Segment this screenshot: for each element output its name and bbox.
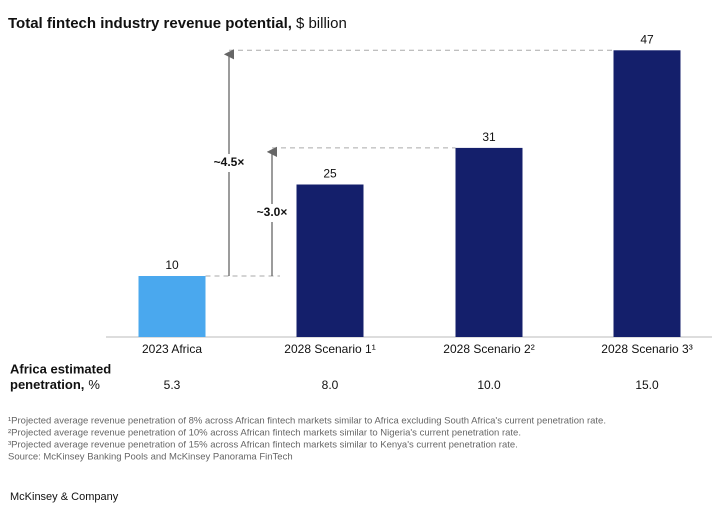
penetration-value: 15.0 <box>635 378 659 392</box>
footnote: ³Projected average revenue penetration o… <box>8 440 518 451</box>
bar <box>455 147 523 337</box>
bar <box>296 184 364 337</box>
footnote: Source: McKinsey Banking Pools and McKin… <box>8 452 293 463</box>
value-label: 47 <box>640 32 654 46</box>
title: Total fintech industry revenue potential… <box>8 15 292 32</box>
penetration-label: penetration,% <box>10 377 100 392</box>
penetration-value: 10.0 <box>477 378 501 392</box>
x-tick-label: 2023 Africa <box>142 342 202 356</box>
penetration-value: 8.0 <box>322 378 339 392</box>
value-label: 31 <box>482 130 496 144</box>
footnote: ²Projected average revenue penetration o… <box>8 428 521 439</box>
value-label: 25 <box>323 167 337 181</box>
penetration-value: 5.3 <box>164 378 181 392</box>
brand: McKinsey & Company <box>10 491 119 503</box>
bar <box>138 276 206 337</box>
x-tick-label: 2028 Scenario 1¹ <box>284 342 375 356</box>
footnote: ¹Projected average revenue penetration o… <box>8 416 606 427</box>
annotation: ~3.0× <box>257 205 288 219</box>
value-label: 10 <box>165 258 179 272</box>
x-tick-label: 2028 Scenario 2² <box>443 342 534 356</box>
bar <box>613 50 681 338</box>
annotation: ~4.5× <box>214 155 245 169</box>
label-bg <box>208 154 250 172</box>
penetration-label: Africa estimated <box>10 361 111 376</box>
chart-title: Total fintech industry revenue potential… <box>8 15 347 32</box>
title-unit: $ billion <box>296 15 347 32</box>
x-tick-label: 2028 Scenario 3³ <box>601 342 692 356</box>
label-bg <box>251 204 293 222</box>
